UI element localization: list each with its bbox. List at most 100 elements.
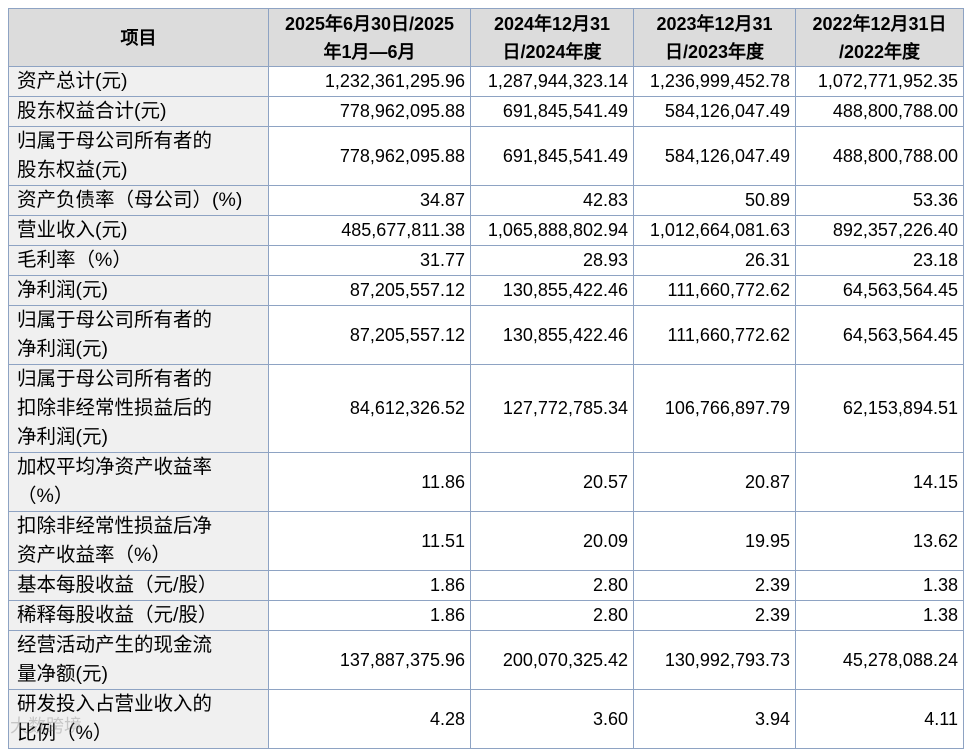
value-cell: 14.15 bbox=[795, 452, 964, 512]
value-cell: 42.83 bbox=[470, 185, 634, 216]
value-cell: 13.62 bbox=[795, 511, 964, 571]
row-label-cell: 基本每股收益（元/股） bbox=[8, 570, 269, 601]
header-text: 项目 bbox=[120, 27, 157, 48]
value-cell: 2.80 bbox=[470, 570, 634, 601]
row-label-cell: 净利润(元) bbox=[8, 275, 269, 306]
value-cell: 64,563,564.45 bbox=[795, 305, 964, 365]
table-wrap: 项目 2025年6月30日/2025 年1月—6月 2024年12月31 日/2024年… bbox=[8, 8, 964, 749]
value-cell: 4.28 bbox=[268, 689, 471, 749]
value-cell: 137,887,375.96 bbox=[268, 630, 471, 690]
row-label: （%） bbox=[17, 485, 74, 507]
value-cell: 23.18 bbox=[795, 245, 964, 276]
value-cell: 26.31 bbox=[633, 245, 796, 276]
row-label-cell: 研发投入占营业收入的 比例（%） bbox=[8, 689, 269, 749]
row-label-cell: 资产负债率（母公司）(%) bbox=[8, 185, 269, 216]
row-label-cell: 扣除非经常性损益后净 资产收益率（%） bbox=[8, 511, 269, 571]
value-cell: 111,660,772.62 bbox=[633, 305, 796, 365]
table-row: 归属于母公司所有者的 净利润(元) 87,205,557.12 130,855,422… bbox=[8, 305, 964, 365]
value-cell: 1.86 bbox=[268, 570, 471, 601]
table-row: 稀释每股收益（元/股） 1.86 2.80 2.39 1.38 bbox=[8, 600, 964, 631]
header-text: 2025年6月30日/2025 bbox=[284, 13, 455, 34]
row-label-cell: 资产总计(元) bbox=[8, 66, 269, 97]
header-cell: 2022年12月31日/2022年度 bbox=[795, 8, 964, 67]
value-cell: 200,070,325.42 bbox=[470, 630, 634, 690]
value-cell: 130,855,422.46 bbox=[470, 275, 634, 306]
value-cell: 1,232,361,295.96 bbox=[268, 66, 471, 97]
header-text: 2023年12月31 bbox=[656, 13, 773, 34]
row-label-cell: 毛利率（%） bbox=[8, 245, 269, 276]
value-cell: 130,855,422.46 bbox=[470, 305, 634, 365]
value-cell: 45,278,088.24 bbox=[795, 630, 964, 690]
header-cell: 2025年6月30日/2025 年1月—6月 bbox=[268, 8, 471, 67]
row-label: 净利润(元) bbox=[17, 338, 108, 360]
row-label-cell: 稀释每股收益（元/股） bbox=[8, 600, 269, 631]
value-cell: 111,660,772.62 bbox=[633, 275, 796, 306]
value-cell: 20.57 bbox=[470, 452, 634, 512]
value-cell: 485,677,811.38 bbox=[268, 215, 471, 246]
value-cell: 778,962,095.88 bbox=[268, 96, 471, 127]
watermark: 大数跨境 bbox=[10, 716, 82, 736]
header-cell: 项目 bbox=[8, 8, 269, 67]
table-row: 扣除非经常性损益后净 资产收益率（%） 11.51 20.09 19.95 13.62 bbox=[8, 511, 964, 571]
row-label: 归属于母公司所有者的 bbox=[17, 309, 213, 331]
value-cell: 106,766,897.79 bbox=[633, 364, 796, 453]
value-cell: 1.38 bbox=[795, 570, 964, 601]
value-cell: 20.87 bbox=[633, 452, 796, 512]
table-row: 营业收入(元) 485,677,811.38 1,065,888,802.94 1,0… bbox=[8, 215, 964, 246]
value-cell: 28.93 bbox=[470, 245, 634, 276]
table-row: 资产总计(元) 1,232,361,295.96 1,287,944,323.14 1… bbox=[8, 66, 964, 97]
row-label-cell: 营业收入(元) bbox=[8, 215, 269, 246]
value-cell: 1,065,888,802.94 bbox=[470, 215, 634, 246]
value-cell: 892,357,226.40 bbox=[795, 215, 964, 246]
value-cell: 488,800,788.00 bbox=[795, 96, 964, 127]
value-cell: 3.60 bbox=[470, 689, 634, 749]
value-cell: 778,962,095.88 bbox=[268, 126, 471, 186]
value-cell: 64,563,564.45 bbox=[795, 275, 964, 306]
value-cell: 3.94 bbox=[633, 689, 796, 749]
header-cell: 2024年12月31 日/2024年度 bbox=[470, 8, 634, 67]
value-cell: 62,153,894.51 bbox=[795, 364, 964, 453]
header-text: 2022年12月31日 bbox=[812, 13, 947, 34]
table-row: 资产负债率（母公司）(%) 34.87 42.83 50.89 53.36 bbox=[8, 185, 964, 216]
row-label-cell: 经营活动产生的现金流 量净额(元) bbox=[8, 630, 269, 690]
row-label: 资产总计(元) bbox=[17, 70, 128, 92]
value-cell: 50.89 bbox=[633, 185, 796, 216]
row-label: 净利润(元) bbox=[17, 279, 108, 301]
value-cell: 1,236,999,452.78 bbox=[633, 66, 796, 97]
value-cell: 19.95 bbox=[633, 511, 796, 571]
value-cell: 84,612,326.52 bbox=[268, 364, 471, 453]
table-row: 归属于母公司所有者的 股东权益(元) 778,962,095.88 691,845,5… bbox=[8, 126, 964, 186]
value-cell: 1,287,944,323.14 bbox=[470, 66, 634, 97]
value-cell: 4.11 bbox=[795, 689, 964, 749]
value-cell: 1,012,664,081.63 bbox=[633, 215, 796, 246]
table-row: 归属于母公司所有者的 扣除非经常性损益后的 净利润(元) 84,612,326.52 1… bbox=[8, 364, 964, 453]
row-label: 净利润(元) bbox=[17, 426, 108, 448]
row-label-cell: 加权平均净资产收益率 （%） bbox=[8, 452, 269, 512]
row-label: 归属于母公司所有者的 bbox=[17, 368, 213, 390]
value-cell: 2.80 bbox=[470, 600, 634, 631]
header-text: /2022年度 bbox=[838, 41, 921, 62]
header-text: 年1月—6月 bbox=[323, 41, 416, 62]
financial-table: 项目 2025年6月30日/2025 年1月—6月 2024年12月31 日/2024年… bbox=[8, 8, 964, 749]
value-cell: 691,845,541.49 bbox=[470, 126, 634, 186]
row-label: 研发投入占营业收入的 bbox=[17, 693, 213, 715]
table-row: 经营活动产生的现金流 量净额(元) 137,887,375.96 200,070,32… bbox=[8, 630, 964, 690]
row-label: 比例（%） bbox=[17, 722, 113, 744]
row-label: 加权平均净资产收益率 bbox=[17, 456, 213, 478]
value-cell: 2.39 bbox=[633, 600, 796, 631]
value-cell: 130,992,793.73 bbox=[633, 630, 796, 690]
row-label: 股东权益合计(元) bbox=[17, 100, 167, 122]
row-label-cell: 归属于母公司所有者的 净利润(元) bbox=[8, 305, 269, 365]
value-cell: 2.39 bbox=[633, 570, 796, 601]
value-cell: 691,845,541.49 bbox=[470, 96, 634, 127]
value-cell: 1.38 bbox=[795, 600, 964, 631]
header-cell: 2023年12月31 日/2023年度 bbox=[633, 8, 796, 67]
value-cell: 488,800,788.00 bbox=[795, 126, 964, 186]
row-label: 量净额(元) bbox=[17, 663, 108, 685]
row-label: 稀释每股收益（元/股） bbox=[17, 604, 218, 626]
value-cell: 20.09 bbox=[470, 511, 634, 571]
value-cell: 34.87 bbox=[268, 185, 471, 216]
header-text: 2024年12月31 bbox=[493, 13, 611, 34]
row-label: 资产收益率（%） bbox=[17, 544, 171, 566]
